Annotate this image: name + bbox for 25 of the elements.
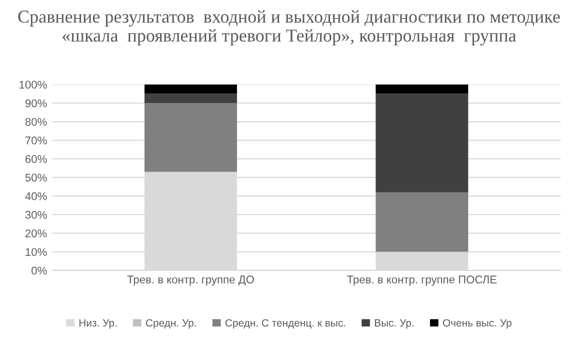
legend-label: Очень выс. Ур <box>443 319 512 329</box>
y-tick-label: 90% <box>25 99 47 108</box>
y-tick-label: 20% <box>25 229 47 238</box>
bar <box>144 84 237 94</box>
bar <box>376 94 468 192</box>
bar <box>376 84 468 94</box>
bar <box>144 94 237 104</box>
y-tick-label: 60% <box>25 155 47 163</box>
y-tick-label: 40% <box>25 192 47 200</box>
legend-label: Средн. Ур. <box>146 319 196 329</box>
y-tick-label: 80% <box>25 118 47 126</box>
legend-label: Выс. Ур. <box>374 319 414 329</box>
y-tick-label: 100% <box>20 80 47 89</box>
chart-title: Сравнение результатов входной и выходной диагностики по методике «шкала проявлений тревоги Тейлор», контрольная группа <box>18 10 560 46</box>
x-tick-label: Трев. в контр. группе ДО <box>127 276 254 286</box>
y-tick-label: 10% <box>26 248 47 256</box>
legend-label: Средн. С тенденц. к выс. <box>225 319 346 329</box>
legend-label: Низ. Ур. <box>79 319 116 329</box>
y-tick-label: 70% <box>25 136 47 144</box>
x-tick-label: Трев. в контр. группе ПОСЛЕ <box>347 276 497 286</box>
bar <box>144 103 237 172</box>
bar <box>376 192 468 252</box>
y-tick-label: 0% <box>32 266 47 275</box>
y-tick-label: 50% <box>25 174 47 182</box>
y-tick-label: 30% <box>25 210 47 219</box>
